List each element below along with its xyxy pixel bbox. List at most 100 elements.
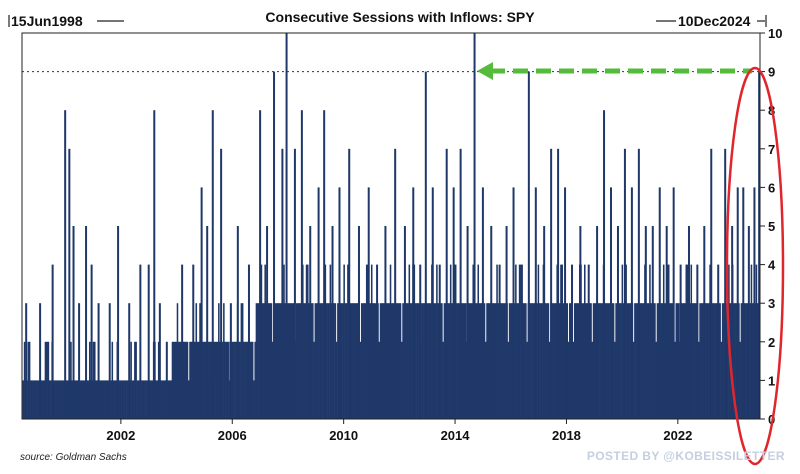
baseline-bar <box>551 303 553 419</box>
chart-title: Consecutive Sessions with Inflows: SPY <box>265 9 535 25</box>
peak-bar <box>259 110 262 419</box>
peak-bar <box>637 148 640 420</box>
baseline-bar <box>93 341 96 419</box>
baseline-bar <box>715 303 718 419</box>
baseline-bar <box>297 303 299 419</box>
baseline-bar <box>740 303 743 419</box>
baseline-bar <box>516 303 518 419</box>
baseline-bar <box>307 264 309 419</box>
baseline-bar <box>591 341 594 419</box>
peak-bar <box>747 226 750 419</box>
baseline-bar <box>112 380 115 419</box>
baseline-bar <box>734 303 736 419</box>
baseline-bar <box>619 303 621 419</box>
baseline-bar <box>134 341 136 419</box>
baseline-bar <box>137 380 140 419</box>
baseline-bar <box>343 264 345 419</box>
baseline-bar <box>76 380 78 419</box>
peak-bar <box>452 187 455 419</box>
peak-bar <box>39 303 42 419</box>
baseline-bar <box>449 264 452 419</box>
baseline-bar <box>422 303 424 419</box>
baseline-bar <box>27 341 30 419</box>
baseline-bar <box>744 303 746 419</box>
baseline-bar <box>268 303 270 419</box>
baseline-bar <box>726 303 729 419</box>
bars-group <box>22 33 761 420</box>
baseline-bar <box>492 303 495 419</box>
baseline-bar <box>636 303 639 419</box>
peak-bar <box>220 148 223 420</box>
baseline-bar <box>150 380 152 419</box>
baseline-bar <box>456 303 458 419</box>
baseline-bar <box>691 303 694 419</box>
baseline-bar <box>522 303 525 419</box>
baseline-bar <box>461 303 463 419</box>
baseline-bar <box>483 303 486 419</box>
baseline-bar <box>363 303 365 419</box>
baseline-bar <box>484 341 487 419</box>
baseline-bar <box>22 380 25 419</box>
baseline-bar <box>417 303 419 419</box>
baseline-bar <box>454 264 457 419</box>
baseline-bar <box>615 303 617 419</box>
baseline-bar <box>576 303 579 419</box>
peak-bar <box>459 148 462 420</box>
baseline-bar <box>234 341 236 419</box>
peak-bar <box>300 110 303 419</box>
baseline-bar <box>31 380 33 419</box>
baseline-bar <box>411 303 413 419</box>
peak-bar <box>651 226 654 419</box>
baseline-bar <box>662 264 665 419</box>
baseline-bar <box>568 303 571 419</box>
baseline-bar <box>245 341 248 419</box>
baseline-bar <box>283 264 285 419</box>
baseline-bar <box>513 303 516 419</box>
baseline-bar <box>739 341 741 419</box>
baseline-bar <box>66 380 68 419</box>
baseline-bar <box>239 341 241 419</box>
baseline-bar <box>654 303 656 419</box>
baseline-bar <box>240 303 243 419</box>
baseline-bar <box>198 341 200 419</box>
baseline-bar <box>299 303 302 419</box>
baseline-bar <box>711 303 714 419</box>
peak-bar <box>724 148 727 420</box>
baseline-bar <box>749 303 751 419</box>
end-date-marker: 10Dec2024 <box>656 13 767 29</box>
baseline-bar <box>99 380 101 419</box>
baseline-bar <box>429 303 432 419</box>
baseline-bar <box>486 303 488 419</box>
baseline-bar <box>179 341 181 419</box>
peak-bar <box>158 303 161 419</box>
baseline-bar <box>750 264 753 419</box>
peak-bar <box>51 264 54 419</box>
baseline-bar <box>496 264 498 419</box>
baseline-bar <box>215 341 218 419</box>
baseline-bar <box>406 303 408 419</box>
baseline-bar <box>104 380 106 419</box>
baseline-bar <box>60 380 62 419</box>
baseline-bar <box>279 303 282 419</box>
baseline-bar <box>586 303 589 419</box>
baseline-bar <box>581 303 584 419</box>
peak-bar <box>338 187 341 419</box>
baseline-bar <box>546 303 548 419</box>
x-axis: 2002 2006 2010 2014 2018 2022 <box>106 419 692 443</box>
baseline-bar <box>254 341 256 419</box>
baseline-bar <box>238 341 240 419</box>
peak-bar <box>579 226 582 419</box>
baseline-bar <box>92 341 95 419</box>
peak-bar <box>90 264 93 419</box>
peak-bar <box>596 226 599 419</box>
baseline-bar <box>186 341 189 419</box>
baseline-bar <box>441 303 443 419</box>
baseline-bar <box>713 303 715 419</box>
peak-bar <box>424 71 427 419</box>
x-tick-label: 2002 <box>106 428 135 443</box>
peak-bar <box>192 264 195 419</box>
baseline-bar <box>344 303 347 419</box>
baseline-bar <box>387 303 389 419</box>
baseline-bar <box>329 264 332 419</box>
baseline-bar <box>675 303 678 419</box>
